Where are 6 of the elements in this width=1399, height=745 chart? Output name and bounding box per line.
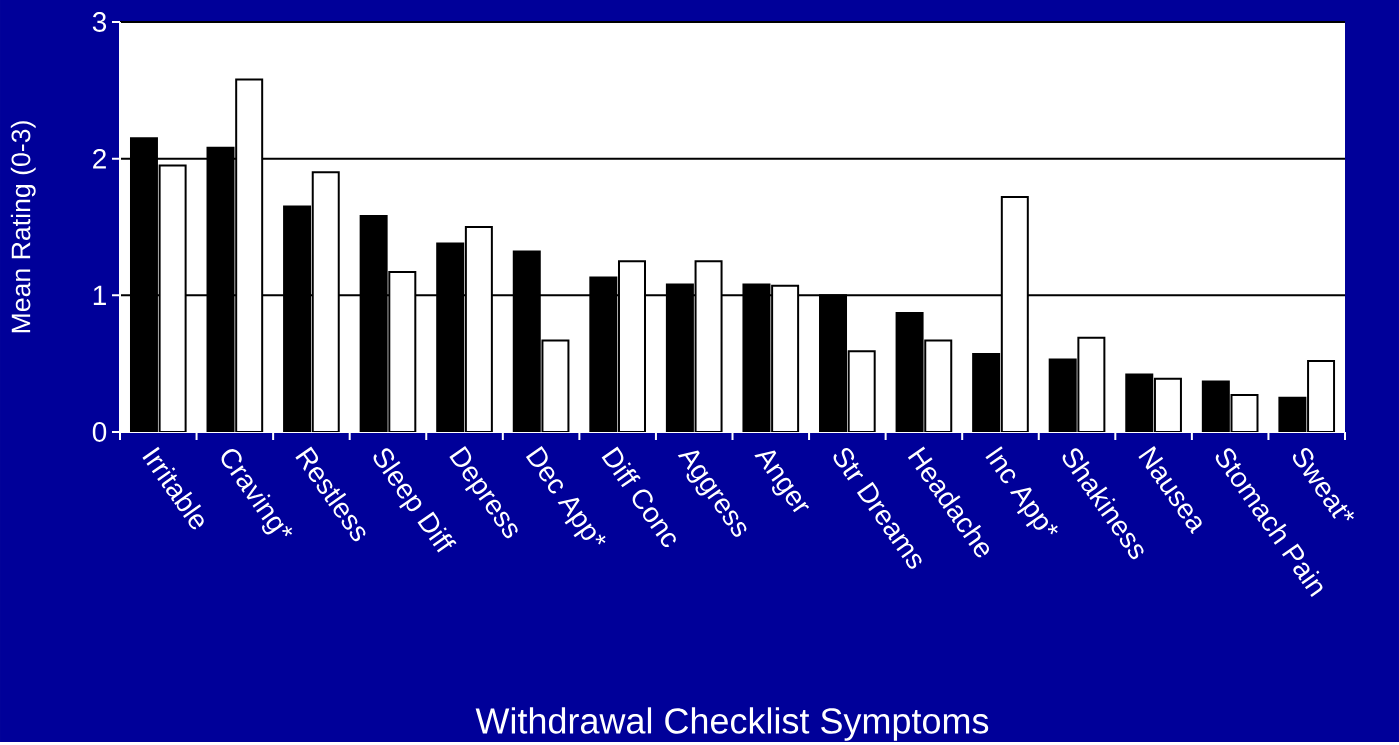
y-tick-label: 1 [93,285,106,305]
y-tick-label: 2 [93,148,106,169]
y-tick-label: 3 [92,11,107,32]
x-axis-title: Withdrawal Checklist Symptoms [475,707,989,741]
y-axis-title: Mean Rating (0-3) [10,121,36,333]
y-tick-label: 0 [92,421,107,442]
